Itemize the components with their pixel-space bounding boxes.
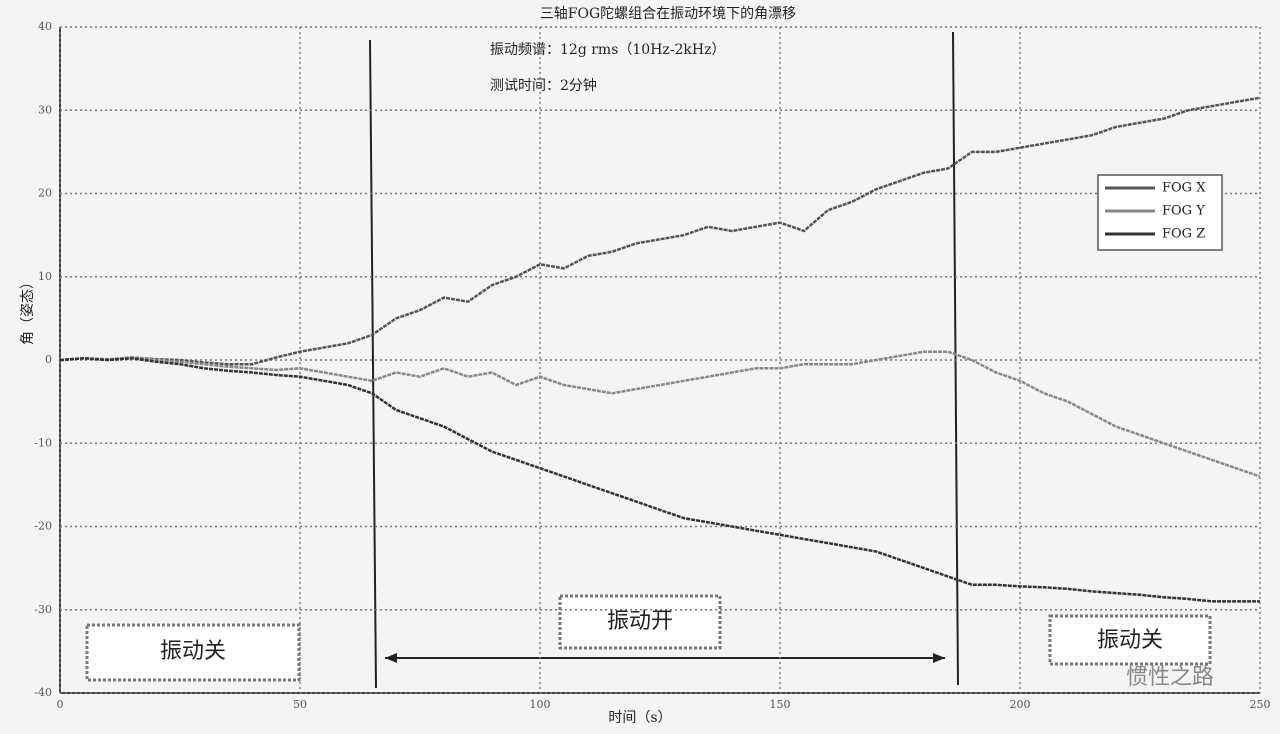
y-axis-label: 角（姿态） (20, 275, 36, 345)
x-tick-label: 100 (530, 698, 551, 711)
annotation: 振动关 (1097, 628, 1163, 653)
annotation: 振动开 (607, 609, 673, 634)
x-tick-label: 150 (770, 698, 791, 711)
y-tick-label: -10 (34, 436, 52, 449)
vibration-start (369, 39, 377, 689)
series-line (59, 350, 1261, 478)
series-line (59, 96, 1261, 366)
y-tick-label: -20 (34, 520, 52, 533)
annotation: 振动关 (160, 639, 226, 664)
y-tick-label: 40 (38, 20, 52, 33)
y-tick-label: -30 (34, 603, 52, 616)
legend-label: FOG X (1162, 181, 1206, 196)
annotation-box (1048, 614, 1212, 666)
y-tick-label: 30 (38, 103, 52, 116)
legend-label: FOG Z (1162, 227, 1205, 242)
subtitle: 振动频谱：12g rms（10Hz-2kHz） (490, 42, 725, 58)
y-tick-label: 10 (38, 270, 52, 283)
y-tick-label: -40 (34, 686, 52, 699)
x-tick-label: 50 (293, 698, 307, 711)
chart-title: 三轴FOG陀螺组合在振动环境下的角漂移 (540, 6, 796, 22)
x-tick-label: 250 (1250, 698, 1271, 711)
x-tick-label: 200 (1010, 698, 1031, 711)
series-line (59, 357, 1260, 603)
subtitle: 测试时间：2分钟 (490, 77, 597, 94)
watermark: 惯性之路 (1126, 665, 1214, 690)
annotation-box (85, 623, 301, 682)
vibration-end (952, 31, 959, 686)
x-axis-label: 时间（s） (608, 710, 671, 726)
y-tick-label: 0 (45, 353, 52, 366)
annotation-box (558, 594, 722, 650)
x-tick-label: 0 (57, 698, 64, 711)
y-tick-label: 20 (38, 187, 52, 200)
legend-label: FOG Y (1162, 204, 1205, 219)
